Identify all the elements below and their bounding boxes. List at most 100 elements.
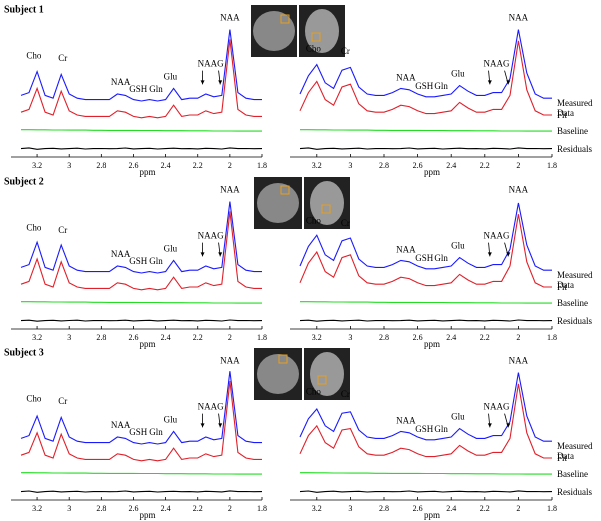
peak-label: NAAG [198, 59, 224, 69]
peak-label: NAA [509, 12, 529, 22]
peak-label: Gln [434, 253, 448, 263]
x-tick-label: 2.4 [446, 161, 456, 170]
x-tick-label: 3.2 [312, 504, 322, 513]
peak-label: NAAG [484, 231, 510, 241]
x-tick-label: 3 [348, 161, 352, 170]
x-tick-label: 2.4 [161, 504, 171, 513]
peak-label: NAA [509, 184, 529, 194]
peak-label: Cho [306, 386, 322, 396]
x-axis-label: ppm [139, 510, 155, 520]
peak-label: Cho [306, 215, 322, 225]
legend-label: Baseline [557, 469, 588, 480]
x-tick-label: 3.2 [32, 333, 42, 342]
spectrum-line [20, 371, 262, 445]
x-tick-label: 2 [516, 161, 520, 170]
peak-label: NAA [111, 77, 131, 87]
spectrum-line [21, 129, 262, 132]
x-tick-label: 1.8 [257, 161, 267, 170]
arrow-head [218, 80, 223, 85]
x-tick-label: 2.8 [379, 504, 389, 513]
peak-label: Gln [149, 84, 163, 94]
x-tick-label: 2.6 [128, 161, 138, 170]
x-axis-label: ppm [424, 167, 440, 177]
x-tick-label: 1.8 [257, 333, 267, 342]
peak-label: NAAG [484, 59, 510, 69]
x-tick-label: 2.8 [96, 504, 106, 513]
peak-label: Cr [341, 46, 350, 56]
arrow-head [487, 80, 492, 85]
peak-label: GSH [129, 256, 148, 266]
x-tick-label: 3.2 [312, 333, 322, 342]
spectrum-line [20, 39, 262, 119]
peak-label: Cr [58, 53, 67, 63]
x-tick-label: 1.8 [547, 333, 557, 342]
mri-inset [251, 5, 350, 400]
arrow-head [218, 252, 223, 257]
spectrum-line [299, 147, 553, 150]
spectrum-line [300, 301, 552, 304]
spectrum-line [299, 202, 552, 271]
x-tick-label: 2.2 [193, 504, 203, 513]
spectrum-line [20, 29, 262, 102]
arrow-head [200, 80, 205, 85]
spectrum-line [20, 319, 263, 322]
peak-label: Gln [434, 424, 448, 434]
peak-label: NAAG [198, 231, 224, 241]
peak-label: NAA [220, 355, 240, 365]
subject-title: Subject 3 [4, 347, 44, 358]
spectrum-line [20, 490, 263, 493]
legend-label: Fit [557, 453, 568, 463]
peak-label: Glu [451, 240, 465, 250]
x-tick-label: 2.8 [379, 333, 389, 342]
spectrum-line [299, 214, 552, 288]
peak-label: Glu [164, 71, 178, 81]
x-axis-label: ppm [424, 510, 440, 520]
peak-label: Gln [434, 81, 448, 91]
peak-label: Gln [149, 256, 163, 266]
x-tick-label: 2.6 [413, 161, 423, 170]
legend-label: Measured Data [557, 98, 593, 119]
spectrum-line [299, 372, 552, 442]
legend-label: Measured Data [557, 441, 593, 462]
x-tick-label: 2.4 [446, 333, 456, 342]
spectrum-line [21, 472, 262, 475]
peak-label: Cho [26, 222, 42, 232]
x-tick-label: 2.6 [128, 333, 138, 342]
peak-label: NAA [396, 73, 416, 83]
peak-label: Glu [451, 411, 465, 421]
peak-label: NAA [220, 12, 240, 22]
x-tick-label: 3 [67, 504, 71, 513]
spectrum-line [299, 29, 552, 99]
peak-label: Cho [306, 43, 322, 53]
x-tick-label: 2.2 [480, 333, 490, 342]
peak-label: GSH [415, 424, 434, 434]
peak-label: NAAG [484, 402, 510, 412]
peak-label: Cr [341, 389, 350, 399]
x-tick-label: 2 [516, 333, 520, 342]
peak-label: Cr [58, 396, 67, 406]
spectrum-line [20, 147, 263, 150]
peak-label: Glu [164, 243, 178, 253]
legend-label: Residuals [557, 143, 592, 154]
x-tick-label: 1.8 [547, 504, 557, 513]
x-tick-label: 2.2 [480, 161, 490, 170]
spectrum-line [21, 301, 262, 304]
spectrum-line [299, 383, 552, 459]
spectrum-line [20, 380, 262, 462]
peak-label: GSH [415, 81, 434, 91]
peak-label: GSH [129, 427, 148, 437]
x-axis-label: ppm [139, 339, 155, 349]
legend-label: Residuals [557, 486, 592, 497]
arrow-head [487, 252, 492, 257]
x-tick-label: 2.2 [193, 161, 203, 170]
peak-label: GSH [415, 253, 434, 263]
x-tick-label: 2.6 [413, 504, 423, 513]
x-tick-label: 2.8 [96, 333, 106, 342]
legend-label: Fit [557, 110, 568, 120]
arrow-head [506, 80, 511, 85]
x-axis-label: ppm [139, 167, 155, 177]
spectrum-line [20, 201, 262, 274]
arrow-head [487, 423, 492, 428]
x-tick-label: 2.2 [480, 504, 490, 513]
